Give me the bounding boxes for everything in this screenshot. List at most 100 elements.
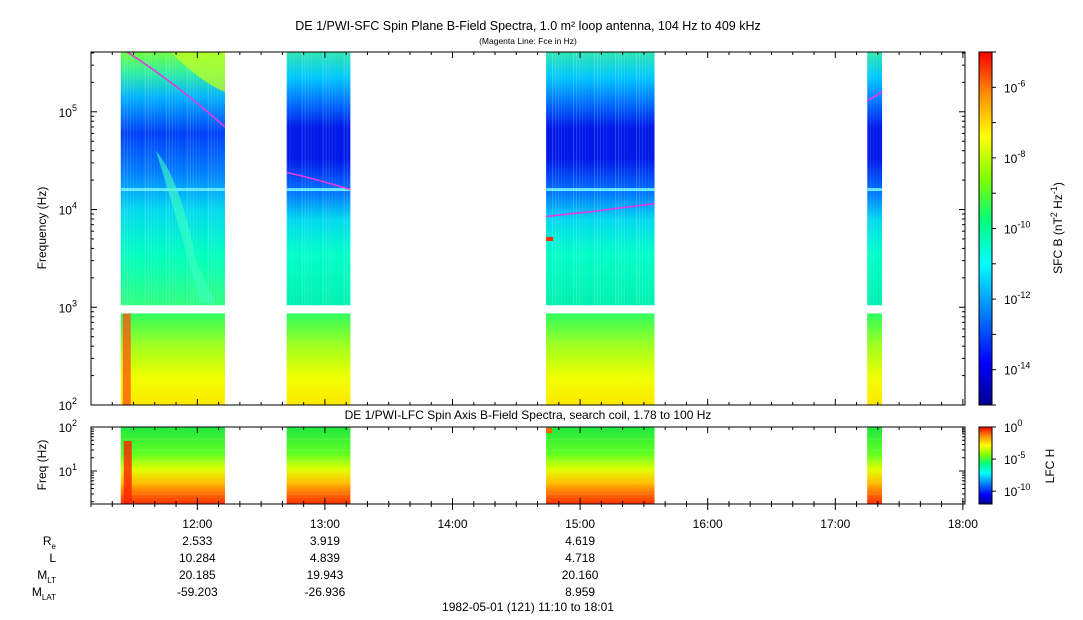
fce-line xyxy=(286,171,351,191)
sfc-spectrogram xyxy=(120,52,883,405)
sfc-texture-stripe xyxy=(636,52,638,306)
sfc-texture-stripe xyxy=(579,52,581,306)
sfc-segment-upper xyxy=(546,52,655,306)
lfc-colorbar-label: LFC H xyxy=(1043,449,1057,484)
sfc-texture-stripe xyxy=(202,52,203,305)
sfc-texture-stripe xyxy=(651,52,652,305)
lfc-burst xyxy=(123,441,132,504)
lfc-y-tick-label: 101 xyxy=(59,462,77,479)
sfc-segment-lower xyxy=(867,313,883,405)
sfc-texture-stripe xyxy=(627,52,629,306)
sfc-texture-stripe xyxy=(564,52,566,306)
sfc-texture-stripe xyxy=(123,52,125,306)
x-tick-label: 12:00 xyxy=(182,517,212,531)
sfc-texture-stripe xyxy=(219,52,221,306)
sfc-texture-stripe xyxy=(153,52,155,306)
sfc-texture-stripe xyxy=(132,52,134,306)
sfc-red-mark xyxy=(546,236,554,241)
sfc-colorbar-tick-label: 10-6 xyxy=(1004,78,1025,95)
sfc-texture-stripe xyxy=(600,52,602,306)
x-tick-label: 15:00 xyxy=(565,517,595,531)
sfc-y-tick-label: 102 xyxy=(59,396,77,413)
ephemeris-table: Re 2.533 3.919 4.619 L 10.284 4.839 4.718 MLT 20.… xyxy=(32,534,599,602)
sfc-texture-stripe xyxy=(301,52,303,306)
ephemeris-value: -59.203 xyxy=(177,585,218,599)
lfc-colorbar xyxy=(978,426,993,505)
lfc-colorbar-ticks: 100 10-5 10-10 xyxy=(992,418,1030,499)
sfc-texture-stripe xyxy=(135,52,137,306)
ephemeris-value: 20.160 xyxy=(562,568,599,582)
lfc-spectrogram xyxy=(120,427,883,504)
ephemeris-value: 20.185 xyxy=(179,568,216,582)
ephemeris-value: 4.839 xyxy=(310,551,340,565)
sfc-y-tick-label: 103 xyxy=(59,298,77,315)
sfc-segment-upper xyxy=(286,52,351,306)
sfc-texture-stripe xyxy=(642,52,644,306)
sfc-texture-stripe xyxy=(147,52,149,306)
sfc-texture-stripe xyxy=(879,52,880,305)
sfc-texture-stripe xyxy=(307,52,309,306)
ephemeris-value: 19.943 xyxy=(307,568,344,582)
time-range-footer: 1982-05-01 (121) 11:10 to 18:01 xyxy=(442,600,614,614)
sfc-texture-stripe xyxy=(645,52,647,306)
sfc-texture-stripe xyxy=(331,52,333,306)
sfc-texture-stripe xyxy=(639,52,641,306)
sfc-texture-stripe xyxy=(177,52,179,306)
fce-line xyxy=(866,91,883,102)
sfc-texture-stripe xyxy=(174,52,176,306)
ephemeris-value: 4.718 xyxy=(565,551,595,565)
sfc-texture-stripe xyxy=(207,52,209,306)
time-axis: 12:00 13:00 14:00 15:00 16:00 17:00 18:00 xyxy=(90,52,978,531)
lfc-segment xyxy=(286,427,351,504)
sfc-texture-stripe xyxy=(343,52,345,306)
sfc-interference-line xyxy=(546,188,655,192)
sfc-texture-stripe xyxy=(618,52,620,306)
sfc-texture-stripe xyxy=(876,52,878,306)
sfc-title: DE 1/PWI-SFC Spin Plane B-Field Spectra,… xyxy=(295,19,761,33)
sfc-interference-line xyxy=(867,188,883,192)
lfc-y-axis: 101 102 xyxy=(59,418,965,503)
sfc-texture-stripe xyxy=(588,52,589,305)
sfc-texture-stripe xyxy=(609,52,610,305)
sfc-y-axis: 102 103 104 105 xyxy=(59,52,965,413)
sfc-subtitle: (Magenta Line: Fce in Hz) xyxy=(479,36,577,46)
sfc-texture-stripe xyxy=(648,52,650,306)
sfc-plot-frame xyxy=(90,51,966,406)
sfc-texture-stripe xyxy=(334,52,336,306)
sfc-texture-stripe xyxy=(594,52,596,306)
sfc-texture-stripe xyxy=(317,52,318,305)
sfc-texture-stripe xyxy=(292,52,294,306)
sfc-ylabel: Frequency (Hz) xyxy=(35,187,49,270)
sfc-colorbar-tick-label: 10-12 xyxy=(1004,290,1030,307)
lfc-colorbar-tick-label: 100 xyxy=(1004,418,1022,435)
ephemeris-value: 3.919 xyxy=(310,534,340,548)
sfc-texture-stripe xyxy=(582,52,584,306)
x-tick-label: 14:00 xyxy=(437,517,467,531)
sfc-texture-stripe xyxy=(546,52,547,305)
sfc-texture-stripe xyxy=(150,52,152,306)
sfc-texture-stripe xyxy=(129,52,131,306)
sfc-texture-stripe xyxy=(567,52,568,305)
sfc-texture-stripe xyxy=(325,52,327,306)
sfc-texture-stripe xyxy=(126,52,128,306)
sfc-texture-stripe xyxy=(156,52,158,306)
sfc-texture-stripe xyxy=(585,52,587,306)
lfc-plot-frame xyxy=(90,426,966,505)
sfc-texture-stripe xyxy=(160,52,161,305)
sfc-segment-upper xyxy=(120,52,225,306)
ephemeris-label: MLT xyxy=(37,568,56,585)
sfc-texture-stripe xyxy=(328,52,330,306)
lfc-segment xyxy=(867,427,883,504)
sfc-texture-stripe xyxy=(144,52,146,306)
sfc-texture-stripe xyxy=(597,52,599,306)
sfc-texture-stripe xyxy=(213,52,215,306)
sfc-texture-stripe xyxy=(192,52,194,306)
sfc-segment-lower xyxy=(546,313,655,405)
sfc-colorbar-tick-label: 10-8 xyxy=(1004,149,1025,166)
sfc-interference-line xyxy=(286,188,351,192)
lfc-segment xyxy=(546,427,655,504)
sfc-intense-emission xyxy=(170,52,225,92)
sfc-texture-stripe xyxy=(621,52,623,306)
sfc-texture-stripe xyxy=(296,52,297,305)
